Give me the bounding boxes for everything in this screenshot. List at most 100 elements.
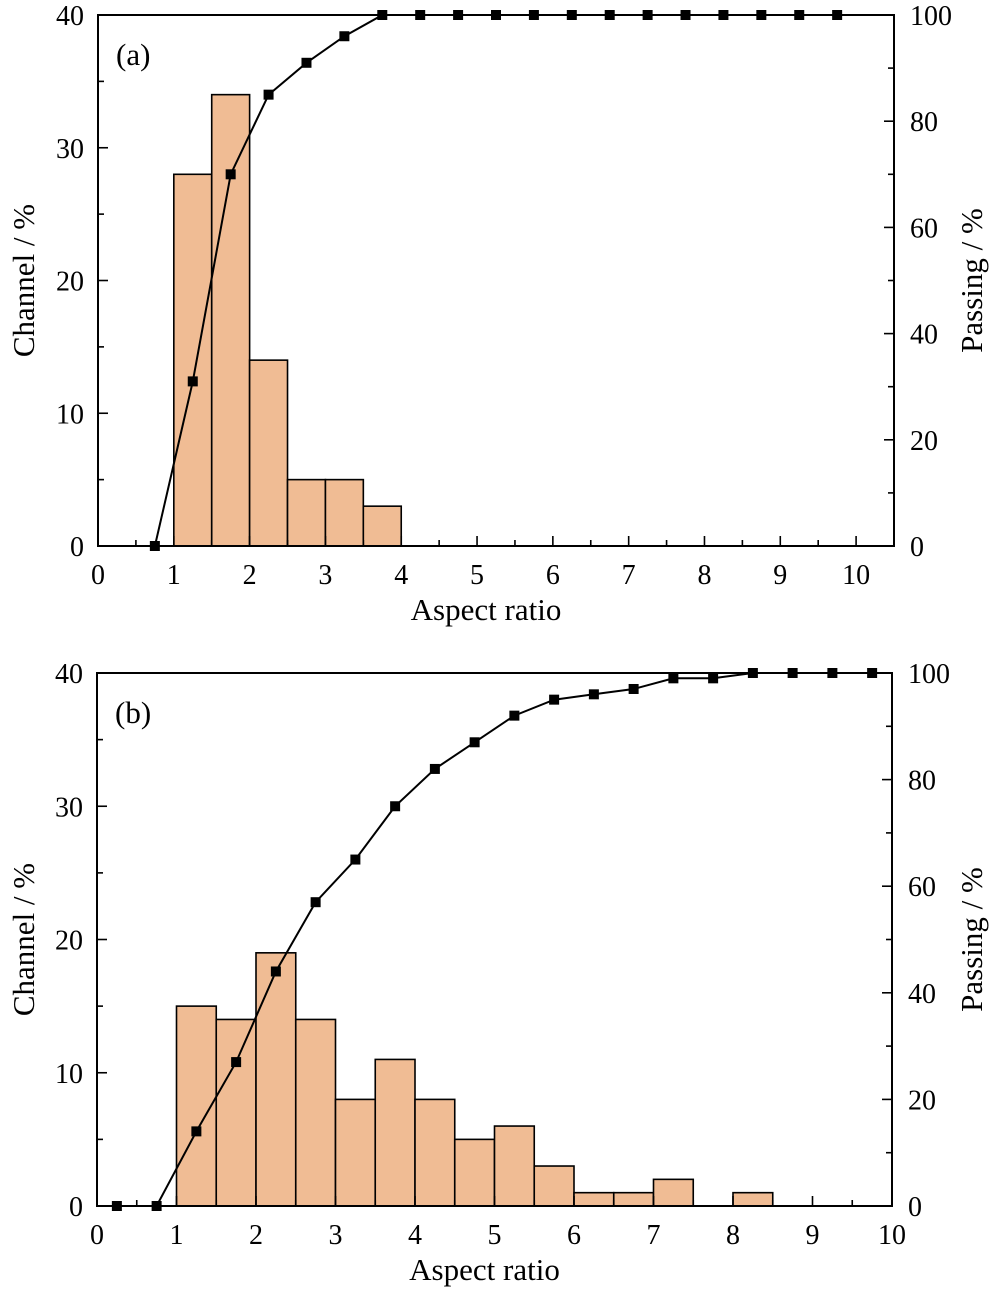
histogram-bar [248, 359, 289, 547]
y-tick-label: 10 [55, 1059, 83, 1090]
panel-label: (a) [116, 37, 150, 72]
y2-tick-label: 40 [908, 979, 936, 1010]
y2-axis-title: Passing / % [954, 867, 989, 1012]
histogram-bar [573, 1191, 615, 1207]
histogram-bar [255, 952, 297, 1207]
histogram-bar [414, 1098, 456, 1207]
y2-tick-label: 60 [910, 213, 938, 244]
histogram-bar [294, 1018, 337, 1207]
y-axis-left: 0 10 20 30 40 Channel / % [6, 1, 108, 563]
x-tick-label: 7 [647, 1220, 661, 1251]
cumulative-marker [310, 897, 321, 908]
cumulative-marker [225, 169, 236, 180]
cumulative-marker [628, 683, 639, 694]
x-tick-label: 8 [697, 560, 711, 591]
histogram-bar [324, 478, 365, 547]
y-tick-label: 30 [55, 792, 83, 823]
y-tick-label: 30 [56, 134, 84, 165]
x-tick-label: 4 [408, 1220, 422, 1251]
y2-tick-label: 80 [910, 107, 938, 138]
x-axis-title: Aspect ratio [409, 1252, 560, 1287]
x-axis: 0 1 2 3 4 5 6 7 8 9 10 Aspect ratio [91, 536, 895, 627]
cumulative-marker [231, 1057, 242, 1068]
cumulative-marker [187, 376, 198, 387]
cumulative-marker [429, 763, 440, 774]
cumulative-marker [509, 710, 520, 721]
y2-tick-label: 100 [910, 1, 952, 32]
cumulative-marker [301, 57, 312, 68]
cumulative-marker [390, 801, 401, 812]
histogram-bar [362, 505, 403, 547]
x-tick-label: 8 [726, 1220, 740, 1251]
histogram-bar [453, 1138, 496, 1207]
histogram-bars [173, 93, 403, 547]
histogram-bar [533, 1165, 575, 1207]
x-tick-label: 10 [878, 1220, 906, 1251]
panel-label: (b) [115, 695, 151, 730]
histogram-bar [612, 1191, 655, 1207]
histogram-bar [732, 1191, 774, 1207]
y-axis-right: 0 20 40 60 80 100 Passing / % [882, 659, 989, 1223]
x-axis: 0 1 2 3 4 5 6 7 8 9 10 Aspect ratio [90, 1196, 906, 1287]
histogram-bar [210, 93, 251, 547]
y-axis-right: 0 20 40 60 80 100 Passing / % [884, 1, 989, 563]
chart-panel-a: 0 1 2 3 4 5 6 7 8 9 10 Aspect ratio 0 10 20 30 40 Channel… [6, 1, 989, 627]
histogram-bar [334, 1098, 377, 1207]
cumulative-marker [469, 737, 480, 748]
histogram-bar [215, 1018, 257, 1207]
histogram-bar [286, 478, 327, 547]
y-tick-label: 40 [56, 1, 84, 32]
x-tick-label: 4 [394, 560, 408, 591]
x-tick-label: 6 [567, 1220, 581, 1251]
histogram-bar [652, 1178, 695, 1207]
x-tick-label: 5 [488, 1220, 502, 1251]
cumulative-marker [191, 1126, 202, 1137]
x-tick-label: 0 [91, 560, 105, 591]
y-tick-label: 20 [56, 267, 84, 298]
histogram-bar [175, 1005, 218, 1207]
y-axis-title: Channel / % [6, 204, 41, 357]
y2-tick-label: 80 [908, 766, 936, 797]
y2-tick-label: 20 [910, 426, 938, 457]
y-tick-label: 10 [56, 399, 84, 430]
cumulative-marker [668, 673, 679, 684]
y-axis-left: 0 10 20 30 40 Channel / % [6, 659, 107, 1223]
histogram-bars [175, 952, 774, 1207]
cumulative-marker [708, 673, 719, 684]
x-tick-label: 7 [622, 560, 636, 591]
y-tick-label: 40 [55, 659, 83, 690]
y-tick-label: 0 [69, 1192, 83, 1223]
x-tick-label: 10 [842, 560, 870, 591]
y2-tick-label: 100 [908, 659, 950, 690]
x-tick-label: 2 [249, 1220, 263, 1251]
x-tick-label: 3 [329, 1220, 343, 1251]
cumulative-marker [263, 89, 274, 100]
x-tick-label: 2 [243, 560, 257, 591]
y2-tick-label: 0 [910, 532, 924, 563]
cumulative-marker [350, 854, 361, 865]
x-tick-label: 5 [470, 560, 484, 591]
x-tick-label: 1 [167, 560, 181, 591]
x-axis-title: Aspect ratio [411, 592, 562, 627]
x-tick-label: 3 [318, 560, 332, 591]
histogram-bar [493, 1125, 536, 1207]
y-axis-title: Channel / % [6, 863, 41, 1016]
y-tick-label: 0 [70, 532, 84, 563]
y2-tick-label: 20 [908, 1085, 936, 1116]
y2-tick-label: 40 [910, 320, 938, 351]
x-tick-label: 0 [90, 1220, 104, 1251]
histogram-bar [374, 1058, 416, 1207]
histogram-bar [173, 173, 213, 547]
x-tick-label: 1 [170, 1220, 184, 1251]
y2-axis-title: Passing / % [954, 208, 989, 353]
y-tick-label: 20 [55, 926, 83, 957]
cumulative-marker [339, 31, 350, 42]
x-tick-label: 9 [806, 1220, 820, 1251]
x-tick-label: 6 [546, 560, 560, 591]
x-tick-label: 9 [773, 560, 787, 591]
cumulative-marker [549, 694, 560, 705]
cumulative-marker [588, 689, 599, 700]
y2-tick-label: 0 [908, 1192, 922, 1223]
